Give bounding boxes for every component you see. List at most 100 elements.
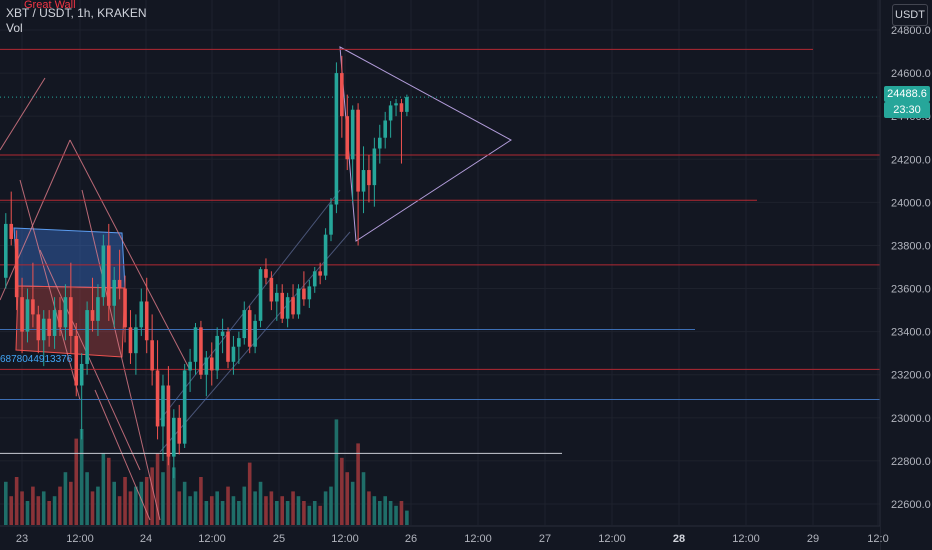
candle-body [182,370,187,444]
candle-body [139,301,144,328]
candle-body [285,297,290,319]
volume-bar [323,491,328,525]
volume-bar [237,501,241,525]
volume-bar [269,491,274,525]
price-tick-label: 24200.0 [891,154,931,166]
chart-grid [0,0,880,525]
candle-body [90,310,95,321]
volume-bar [247,462,252,525]
volume-bar [9,496,14,525]
volume-bar [85,472,89,525]
volume-bar [275,501,279,525]
candle-body [253,320,257,347]
candle-body [177,417,182,444]
volume-bar [69,481,73,525]
volume-bar [177,491,182,525]
candle-body [329,204,333,235]
price-tick-label: 23800.0 [891,240,931,252]
volume-bar [242,486,247,525]
candle-body [318,271,322,276]
candle-body [20,297,24,332]
currency-button[interactable]: USDT [892,4,928,26]
time-tick-label: 28 [673,533,685,545]
volume-bar [215,491,219,525]
watermark-text: Great Wall [24,0,76,11]
volume-bar [193,491,198,525]
candle-body [9,223,14,239]
volume-bar [334,419,339,525]
volume-bar [199,477,203,525]
candle-body [345,116,350,160]
volume-bar [350,481,355,525]
candle-body [58,310,62,328]
price-axis[interactable]: 24800.024600.024400.024200.024000.023800… [879,0,932,550]
time-axis[interactable]: 23 12:00 24 12:00 25 12:00 26 12:00 27 12:00 28 12:… [0,525,889,550]
candle-body [383,120,387,138]
candle-body [52,310,57,336]
horizontal-levels [0,48,880,454]
candle-body [291,297,295,315]
time-tick-label: 29 [807,533,819,545]
last-price-tag: 24488.6 [884,86,930,102]
volume-bar [329,486,333,525]
candle-body [14,238,19,298]
volume-bar [47,501,51,525]
candle-body [4,223,8,278]
candle-body [25,299,30,332]
volume-label[interactable]: Vol [6,21,23,35]
candle-body [188,361,192,371]
candle-body [215,335,219,371]
volume-bar [79,429,84,525]
candle-body [405,97,409,112]
candlestick-series [4,55,409,479]
candle-body [275,292,279,302]
volume-bar [172,467,176,525]
volume-bar [383,496,387,525]
volume-bar [144,477,149,525]
price-tick-label: 23600.0 [891,284,931,296]
volume-bar [231,496,236,525]
candle-body [226,331,230,362]
candle-body [166,385,171,457]
time-tick-label: 12:00 [598,533,626,545]
candle-body [350,109,355,160]
price-tick-label: 24000.0 [891,197,931,209]
chart-legend: Great Wall XBT / USDT, 1h, KRAKEN Vol [6,0,147,36]
volume-bar [188,496,192,525]
candle-body [231,346,236,362]
symbol-title[interactable]: XBT / USDT, 1h, KRAKEN [6,6,147,20]
drawing-annotation: 6878044913376 [0,354,73,365]
volume-bar [123,477,127,525]
price-tick-label: 23000.0 [891,413,931,425]
candle-body [172,417,176,457]
volume-bar [399,501,404,525]
candle-body [79,363,84,386]
time-tick-label: 27 [539,533,551,545]
volume-bar [405,510,409,525]
time-tick-label: 12:00 [198,533,226,545]
volume-bar [312,501,317,525]
volume-bar [25,501,30,525]
price-tick-label: 24600.0 [891,68,931,80]
candle-body [394,103,398,106]
time-tick-label: 23 [16,533,28,545]
time-tick-label: 12:0 [867,533,888,545]
volume-bar [296,496,301,525]
volume-bar [264,496,268,525]
candle-body [264,269,268,278]
candle-body [372,148,377,186]
volume-bar [377,501,382,525]
candle-body [144,301,149,341]
candle-body [204,357,209,375]
candle-body [388,105,393,121]
candle-body [307,286,312,300]
volume-bar [372,496,377,525]
candle-body [296,288,301,315]
price-tick-label: 22600.0 [891,499,931,511]
volume-bar [96,486,100,525]
time-tick-label: 12:00 [331,533,359,545]
trend-line [19,179,81,401]
candle-body [85,310,89,364]
candle-body [101,245,106,298]
